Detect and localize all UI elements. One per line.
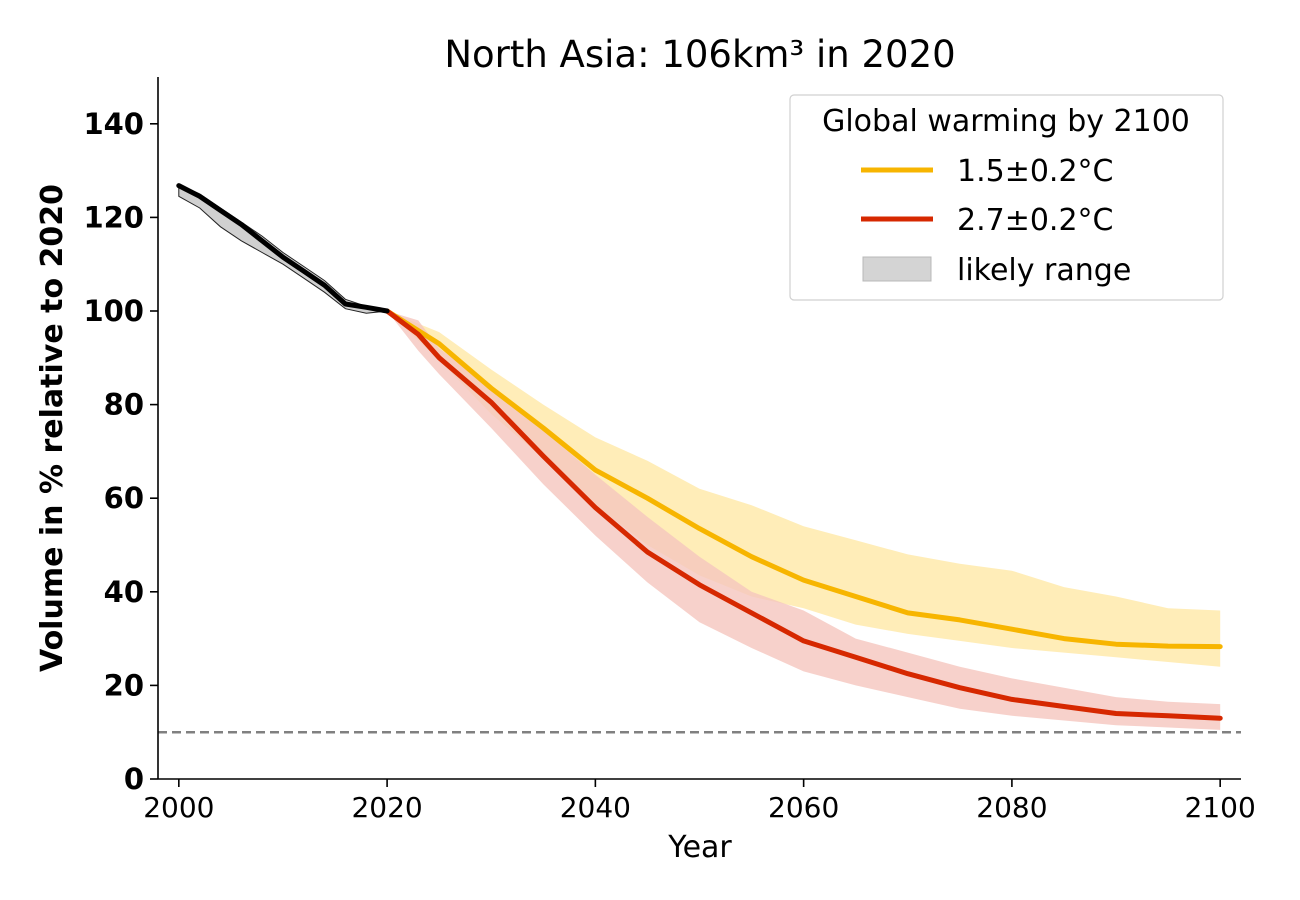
x-tick-label: 2000 <box>143 791 214 824</box>
legend: Global warming by 2100 1.5±0.2°C 2.7±0.2… <box>789 94 1224 301</box>
x-tick-label: 2020 <box>351 791 422 824</box>
series-line-2.7C <box>384 308 1223 721</box>
y-tick-label: 0 <box>124 762 144 796</box>
y-tick-label: 20 <box>104 668 144 702</box>
legend-frame <box>789 94 1224 301</box>
axes: 2000 2020 2040 2060 2080 21000204060801001201… <box>83 77 1256 824</box>
series-line-1.5C <box>384 308 1223 650</box>
chart-title: North Asia: 106km³ in 2020 <box>444 33 955 76</box>
y-tick-label: 80 <box>104 388 144 422</box>
legend-label-1-5c: 1.5±0.2°C <box>957 154 1114 189</box>
x-axis-label: Year <box>667 830 732 865</box>
x-tick-label: 2080 <box>976 791 1047 824</box>
y-tick-label: 100 <box>83 294 144 328</box>
x-tick-label: 2100 <box>1185 791 1256 824</box>
y-tick-label: 120 <box>83 200 144 234</box>
y-tick-label: 140 <box>83 107 144 141</box>
band-1.5C <box>387 311 1221 667</box>
legend-swatch-likely-range <box>862 256 932 282</box>
x-tick-label: 2040 <box>560 791 631 824</box>
y-tick-label: 40 <box>104 575 144 609</box>
x-tick-label: 2060 <box>768 791 839 824</box>
legend-label-likely-range: likely range <box>957 253 1131 288</box>
y-axis-label: Volume in % relative to 2020 <box>35 184 70 672</box>
legend-label-2-7c: 2.7±0.2°C <box>957 203 1114 238</box>
band-2.7C <box>387 311 1221 730</box>
series-line-historical <box>176 183 390 314</box>
series-lines <box>176 183 1223 721</box>
legend-title: Global warming by 2100 <box>822 104 1190 139</box>
y-tick-label: 60 <box>104 481 144 515</box>
